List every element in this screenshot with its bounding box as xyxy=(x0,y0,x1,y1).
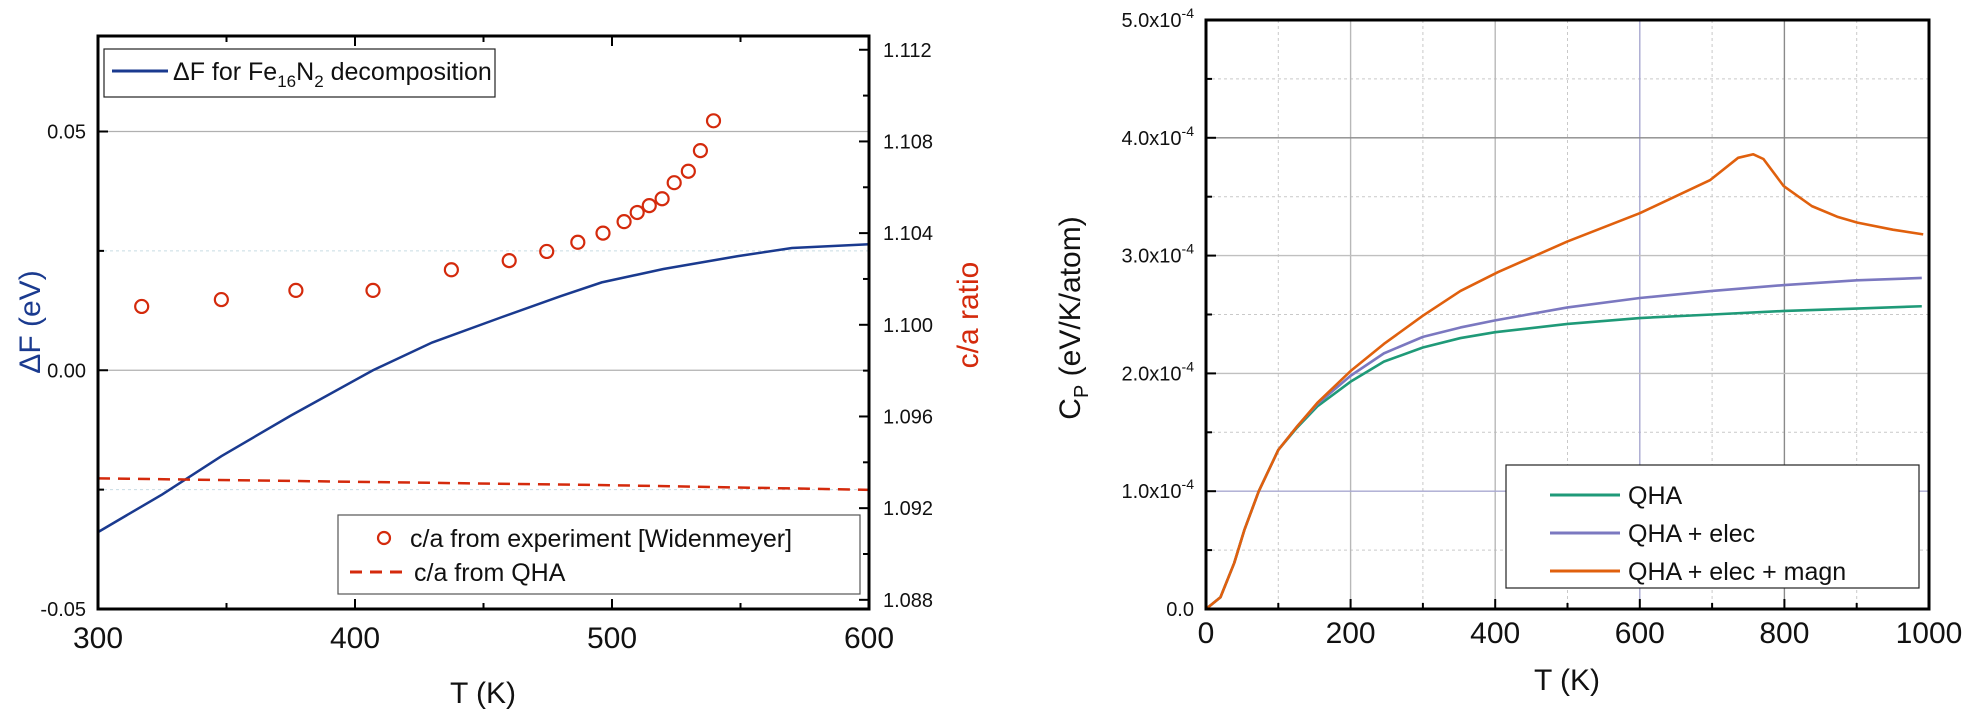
right-ticks: 0 200 400 600 800 1000 0.0 1.0x10-4 2.0x10-4 3.0x… xyxy=(1121,5,1962,650)
data-point-experiment xyxy=(654,191,670,207)
data-point-experiment xyxy=(666,175,682,191)
right-x-tick-label: 800 xyxy=(1759,617,1809,650)
left-x-tick-label: 500 xyxy=(587,622,637,655)
data-point-experiment xyxy=(616,214,632,230)
right-chart: 0 200 400 600 800 1000 0.0 1.0x10-4 2.0x10-4 3.0x… xyxy=(1054,5,1962,697)
series-line-ca-qha xyxy=(97,477,870,492)
left-legend-top-box xyxy=(103,48,496,98)
data-point-experiment xyxy=(501,253,517,269)
legend-label-experiment: c/a from experiment [Widenmeyer] xyxy=(410,525,792,553)
left-y-axis-title: ΔF (eV) xyxy=(14,270,47,373)
legend-label-qha-elec-magn: QHA + elec + magn xyxy=(1628,558,1846,586)
right-y-tick-label: 1.100 xyxy=(883,315,933,337)
legend-label-qha-ca: c/a from QHA xyxy=(414,559,566,587)
data-point-experiment xyxy=(692,143,709,159)
right-y-tick-label: 1.092 xyxy=(883,498,933,520)
data-point-experiment xyxy=(539,243,555,260)
right-y-tick-label: 1.096 xyxy=(883,406,933,428)
legend-marker-experiment xyxy=(376,530,392,546)
right-x-tick-label: 0 xyxy=(1198,617,1215,650)
right-x-tick-label: 200 xyxy=(1326,617,1376,650)
series-line-qha-elec-magn xyxy=(1205,152,1924,611)
data-point-experiment xyxy=(288,282,304,299)
data-point-experiment xyxy=(629,204,645,221)
left-legend-bottom-box xyxy=(337,514,861,595)
left-legend-bottom: c/a from experiment [Widenmeyer] c/a fro… xyxy=(337,514,861,595)
left-series-layer xyxy=(97,113,870,534)
right-legend: QHA QHA + elec QHA + elec + magn xyxy=(1505,464,1920,589)
left-ticks: 300 400 500 600 -0.05 0.00 0.05 1.088 1.092 1.096… xyxy=(40,36,933,655)
left-legend-top: ΔF for Fe16N2 decomposition xyxy=(103,48,496,98)
right-series-layer xyxy=(1205,152,1924,611)
data-point-experiment xyxy=(570,234,586,250)
data-point-experiment xyxy=(443,262,459,278)
left-x-tick-label: 600 xyxy=(844,622,894,655)
right-y-tick-label: 1.108 xyxy=(883,131,933,153)
right-y-tick-label: 1.104 xyxy=(883,223,933,245)
left-grid xyxy=(98,130,869,491)
right-y-tick-label: 1.0x10-4 xyxy=(1121,476,1194,503)
right-x-axis-title: T (K) xyxy=(1534,664,1600,697)
right-y-tick-label: 5.0x10-4 xyxy=(1121,5,1194,32)
data-point-experiment xyxy=(641,198,657,214)
legend-label-qha-elec: QHA + elec xyxy=(1628,520,1755,548)
data-point-experiment xyxy=(365,282,381,299)
right-y-tick-label: 1.088 xyxy=(883,590,933,612)
left-y-tick-label: -0.05 xyxy=(40,599,86,621)
right-y-axis-title: CP (eV/K/atom) xyxy=(1054,216,1093,419)
series-line-deltaF xyxy=(97,242,870,534)
data-point-experiment xyxy=(213,291,229,308)
left-chart: 300 400 500 600 -0.05 0.00 0.05 1.088 1.092 1.096… xyxy=(14,34,985,710)
right-y-tick-label: 2.0x10-4 xyxy=(1121,358,1194,385)
data-point-experiment xyxy=(134,298,150,315)
right-x-tick-label: 1000 xyxy=(1896,617,1962,650)
left-x-tick-label: 300 xyxy=(73,622,123,655)
data-point-experiment xyxy=(680,163,696,179)
right-y-tick-label: 3.0x10-4 xyxy=(1121,241,1194,268)
legend-label-deltaF: ΔF for Fe16N2 decomposition xyxy=(173,58,492,91)
right-legend-box xyxy=(1505,464,1920,589)
right-y-tick-label: 4.0x10-4 xyxy=(1121,123,1194,150)
right-y-tick-label: 0.0 xyxy=(1166,599,1194,621)
data-point-experiment xyxy=(705,113,722,129)
left-y-tick-label: 0.05 xyxy=(47,122,86,144)
left-y-tick-label: 0.00 xyxy=(47,360,86,382)
left-x-axis-title: T (K) xyxy=(450,677,516,710)
right-x-tick-label: 400 xyxy=(1470,617,1520,650)
left-x-tick-label: 400 xyxy=(330,622,380,655)
right-x-tick-label: 600 xyxy=(1615,617,1665,650)
data-point-experiment xyxy=(595,225,611,241)
right-y-axis-title-ca: c/a ratio xyxy=(952,262,985,369)
legend-label-qha: QHA xyxy=(1628,482,1683,510)
right-y-tick-label: 1.112 xyxy=(883,40,932,62)
